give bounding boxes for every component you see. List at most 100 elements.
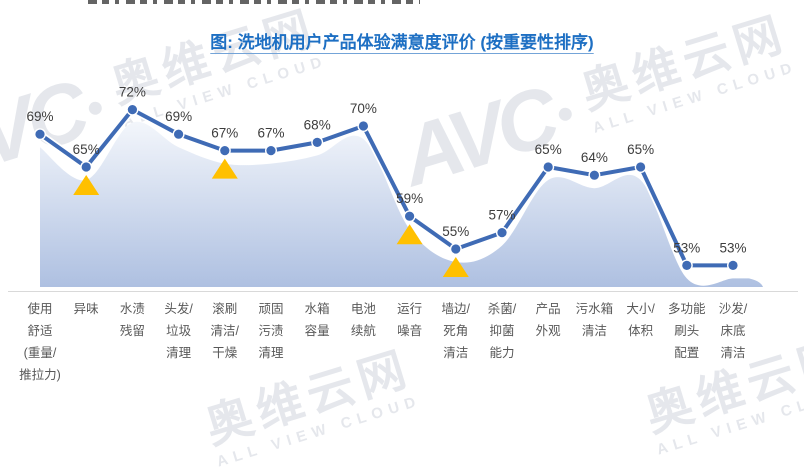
axis-category-line: 外观 <box>535 324 561 338</box>
warning-triangle-icon <box>396 224 423 245</box>
chart-page: { "title": { "text": "图: 洗地机用户产品体验满意度评价 … <box>0 0 804 401</box>
data-label: 65% <box>535 142 562 157</box>
data-label: 64% <box>581 150 608 165</box>
axis-category-line: (重量/ <box>23 346 57 360</box>
axis-category-line: 床底 <box>720 324 746 338</box>
data-point <box>81 162 91 172</box>
axis-category-label: 水渍 残留 <box>100 298 164 342</box>
data-label: 65% <box>627 142 654 157</box>
axis-category-label: 杀菌/抑菌能力 <box>470 298 534 364</box>
data-point <box>497 228 507 238</box>
axis-category-line: 噪音 <box>397 324 423 338</box>
data-label: 68% <box>304 117 331 132</box>
axis-category-line: 水渍 <box>119 302 145 316</box>
data-point <box>312 137 322 147</box>
data-point <box>682 260 692 270</box>
data-label: 69% <box>26 109 53 124</box>
warning-triangle-icon <box>442 257 469 277</box>
data-point <box>174 129 184 139</box>
axis-category-label: 运行 噪音 <box>378 298 442 342</box>
axis-category-line: 死角 <box>443 324 469 338</box>
axis-category-line: 清洁 <box>720 346 746 360</box>
watermark-tagline-text: ALL VIEW CLOUD <box>214 392 424 471</box>
x-axis-line <box>8 291 798 292</box>
axis-category-label: 顽固 污渍 清理 <box>239 298 303 364</box>
data-label: 67% <box>257 126 284 141</box>
data-label: 70% <box>350 101 377 116</box>
chart-title: 图: 洗地机用户产品体验满意度评价 (按重要性排序) <box>0 28 804 53</box>
axis-category-line: 产品 <box>535 302 561 316</box>
data-point <box>35 129 45 139</box>
axis-category-label: 多功能 刷头 配置 <box>655 298 719 364</box>
data-label: 53% <box>719 240 746 255</box>
axis-category-line: 沙发/ <box>718 302 748 316</box>
axis-category-line: 抑菌 <box>489 324 515 338</box>
data-label: 67% <box>211 126 238 141</box>
axis-category-label: 墙边/死角清洁 <box>424 298 488 364</box>
axis-category-label: 沙发/床底清洁 <box>701 298 765 364</box>
axis-category-line: 刷头 <box>674 324 700 338</box>
axis-category-line: 滚刷 <box>212 302 238 316</box>
data-point <box>405 211 415 221</box>
axis-category-line: 清洁/ <box>210 324 240 338</box>
axis-category-label: 电池 续航 <box>331 298 395 342</box>
axis-category-line: 容量 <box>304 324 330 338</box>
data-label: 69% <box>165 109 192 124</box>
axis-category-line: 续航 <box>350 324 376 338</box>
chart-title-text: 图: 洗地机用户产品体验满意度评价 (按重要性排序) <box>210 33 594 52</box>
data-point <box>127 105 137 115</box>
axis-category-label: 使用舒适 (重量/推拉力) <box>8 298 72 386</box>
axis-category-line: 体积 <box>628 324 654 338</box>
data-point <box>636 162 646 172</box>
axis-category-line: 清洁 <box>581 324 607 338</box>
axis-category-line: 垃圾 <box>166 324 192 338</box>
axis-category-line: 残留 <box>119 324 145 338</box>
axis-category-line: 头发/ <box>164 302 193 316</box>
axis-category-line: 使用 <box>27 302 53 316</box>
data-label: 65% <box>73 142 100 157</box>
axis-category-line: 清理 <box>258 346 284 360</box>
data-label: 57% <box>488 208 515 223</box>
axis-category-line: 能力 <box>489 346 515 360</box>
axis-category-line: 干燥 <box>212 346 238 360</box>
data-point <box>728 260 738 270</box>
satisfaction-line-chart: 69% 65% 72% 69% 67% 67% 68% 70% 59% 55% 57% 65% 64% 6… <box>26 85 763 287</box>
axis-category-label: 水箱 容量 <box>285 298 349 342</box>
axis-category-label: 异味 <box>54 298 118 320</box>
warning-triangle-icon <box>73 175 100 195</box>
data-point <box>543 162 553 172</box>
axis-category-label: 污水箱 清洁 <box>562 298 626 342</box>
axis-category-label: 大小/体积 <box>609 298 673 342</box>
cropped-text-remnant <box>88 0 420 4</box>
axis-category-line: 顽固 <box>258 302 284 316</box>
data-point <box>220 146 230 156</box>
axis-category-line: 电池 <box>350 302 376 316</box>
axis-category-line: 大小/ <box>626 302 655 316</box>
data-label: 53% <box>673 240 700 255</box>
axis-category-label: 产品 外观 <box>516 298 580 342</box>
axis-category-line: 污水箱 <box>575 302 614 316</box>
warning-triangle-icon <box>211 158 238 179</box>
data-label: 55% <box>442 224 469 239</box>
axis-category-line: 多功能 <box>668 302 706 316</box>
data-point <box>358 121 368 131</box>
data-label: 59% <box>396 191 423 206</box>
axis-category-line: 舒适 <box>27 324 53 338</box>
axis-category-label: 滚刷清洁/干燥 <box>193 298 257 364</box>
series-line <box>38 107 735 268</box>
axis-category-line: 推拉力) <box>19 368 61 382</box>
axis-category-line: 杀菌/ <box>487 302 517 316</box>
data-label: 72% <box>119 85 146 100</box>
axis-category-label: 头发/垃圾清理 <box>147 298 211 364</box>
axis-category-line: 水箱 <box>304 302 330 316</box>
axis-category-line: 墙边/ <box>441 302 471 316</box>
axis-category-line: 异味 <box>73 302 99 316</box>
axis-category-line: 运行 <box>397 302 423 316</box>
axis-category-line: 清理 <box>166 346 192 360</box>
axis-category-line: 清洁 <box>443 346 469 360</box>
area-fill <box>40 121 763 287</box>
axis-category-line: 配置 <box>674 346 700 360</box>
axis-category-line: 污渍 <box>258 324 284 338</box>
data-point <box>266 146 276 156</box>
data-point <box>589 170 600 180</box>
